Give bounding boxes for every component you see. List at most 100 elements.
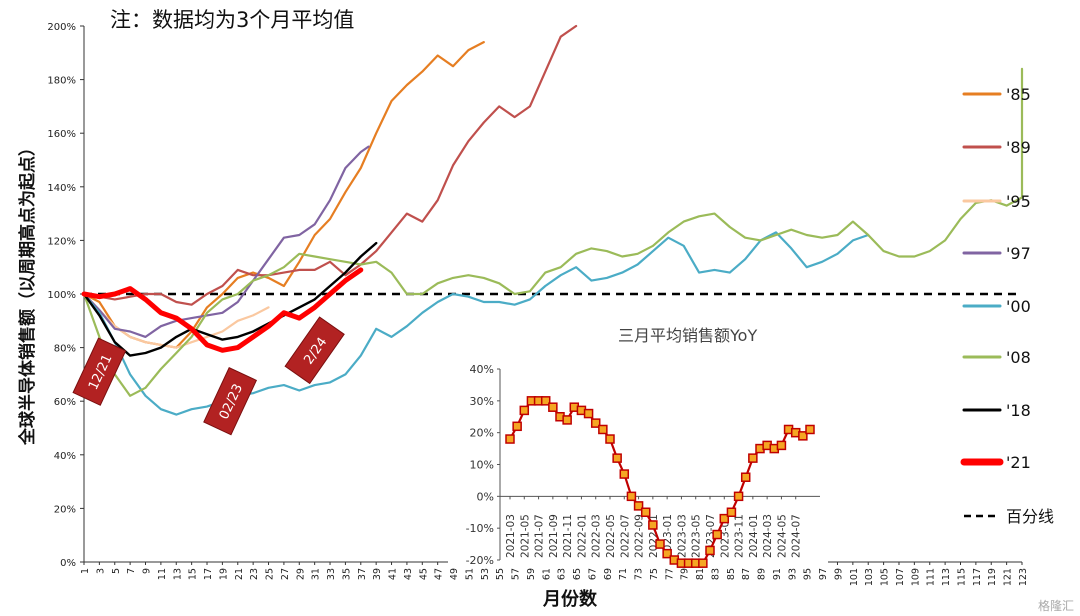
x-tick-label: 9 bbox=[142, 568, 153, 574]
annotation-box bbox=[203, 367, 258, 436]
x-tick-label: 3 bbox=[95, 568, 106, 574]
x-tick-label: 77 bbox=[664, 568, 675, 580]
inset-x-tick-label: 2023-05 bbox=[691, 514, 703, 558]
x-tick-label: 59 bbox=[526, 568, 537, 580]
inset-data-point bbox=[776, 440, 787, 451]
inset-data-point bbox=[633, 501, 644, 511]
x-tick-label: 63 bbox=[557, 568, 568, 580]
x-tick-label: 95 bbox=[803, 568, 814, 580]
inset-data-point bbox=[548, 402, 558, 412]
legend-label: '18 bbox=[1006, 401, 1031, 420]
x-axis-title: 月份数 bbox=[542, 588, 598, 610]
legend-label-baseline: 百分线 bbox=[1006, 507, 1054, 526]
inset-data-point bbox=[512, 421, 522, 432]
inset-data-point bbox=[540, 396, 551, 406]
y-tick-label: 180% bbox=[47, 76, 76, 87]
x-tick-label: 43 bbox=[403, 568, 414, 580]
x-tick-label: 105 bbox=[880, 568, 891, 586]
y-tick-label: 0% bbox=[60, 558, 76, 569]
y-tick-label: 120% bbox=[47, 236, 76, 247]
annotation-02-23: 02/23 bbox=[203, 367, 258, 436]
inset-data-point bbox=[705, 545, 715, 556]
inset-data-point bbox=[748, 453, 758, 463]
x-tick-label: 35 bbox=[341, 568, 352, 580]
x-tick-label: 89 bbox=[757, 568, 768, 580]
inset-x-tick-label: 2024-01 bbox=[748, 514, 760, 558]
inset-data-point bbox=[562, 415, 572, 425]
annotation-box bbox=[284, 316, 345, 385]
inset-x-tick-label: 2021-05 bbox=[519, 514, 531, 558]
x-tick-label: 117 bbox=[972, 568, 983, 586]
y-tick-label: 80% bbox=[54, 344, 76, 355]
inset-x-tick-label: 2022-09 bbox=[634, 514, 646, 558]
x-tick-label: 107 bbox=[895, 568, 906, 586]
x-tick-label: 21 bbox=[234, 568, 245, 580]
inset-y-tick-label: 10% bbox=[470, 459, 494, 472]
x-tick-label: 51 bbox=[464, 568, 475, 580]
x-tick-label: 61 bbox=[541, 568, 552, 580]
inset-data-point bbox=[798, 431, 808, 441]
inset-data-point bbox=[605, 434, 615, 444]
x-tick-label: 119 bbox=[987, 568, 998, 586]
legend-label: '95 bbox=[1006, 192, 1031, 211]
inset-x-tick-label: 2021-07 bbox=[534, 514, 546, 558]
x-tick-label: 45 bbox=[418, 568, 429, 580]
legend-label: '21 bbox=[1006, 453, 1031, 472]
inset-x-tick-label: 2022-03 bbox=[591, 514, 603, 558]
inset-y-tick-label: 20% bbox=[470, 427, 494, 440]
inset-x-tick-label: 2021-11 bbox=[562, 514, 574, 558]
inset-data-point bbox=[712, 529, 722, 540]
inset-chart-title: 三月平均销售额YoY bbox=[618, 326, 758, 345]
series-line-97 bbox=[82, 145, 370, 338]
inset-data-point bbox=[590, 418, 601, 428]
x-tick-label: 67 bbox=[587, 568, 598, 580]
series-line-95 bbox=[82, 292, 270, 349]
inset-data-point bbox=[655, 539, 665, 549]
y-tick-label: 200% bbox=[47, 22, 76, 33]
inset-y-tick-label: -20% bbox=[466, 554, 494, 567]
legend-label: '00 bbox=[1006, 297, 1031, 316]
inset-chart: -20%-10%0%10%20%30%40%2021-03 2021-05 2021… bbox=[466, 363, 820, 568]
legend-label: '08 bbox=[1006, 348, 1031, 367]
x-tick-label: 99 bbox=[833, 568, 844, 580]
x-tick-label: 91 bbox=[772, 568, 783, 580]
inset-y-tick-label: 0% bbox=[477, 490, 494, 503]
y-tick-label: 140% bbox=[47, 183, 76, 194]
x-tick-label: 69 bbox=[603, 568, 614, 580]
main-chart-lines bbox=[81, 24, 1024, 416]
x-tick-label: 17 bbox=[203, 568, 214, 580]
x-tick-label: 83 bbox=[710, 568, 721, 580]
x-tick-label: 79 bbox=[680, 568, 691, 580]
x-tick-label: 7 bbox=[126, 568, 137, 574]
x-tick-label: 121 bbox=[1003, 568, 1014, 586]
x-tick-label: 41 bbox=[388, 568, 399, 580]
y-tick-label: 40% bbox=[54, 451, 76, 462]
inset-x-tick-label: 2021-09 bbox=[548, 514, 560, 558]
inset-data-point bbox=[598, 424, 608, 435]
inset-y-tick-label: 40% bbox=[470, 363, 494, 376]
x-tick-label: 1 bbox=[80, 568, 91, 574]
x-tick-label: 97 bbox=[818, 568, 829, 580]
x-tick-label: 71 bbox=[618, 568, 629, 580]
inset-data-point bbox=[719, 513, 730, 524]
legend-label: '97 bbox=[1006, 244, 1031, 263]
annotation-box bbox=[72, 337, 127, 406]
inset-data-point bbox=[640, 507, 651, 517]
inset-x-tick-label: 2022-05 bbox=[605, 514, 617, 558]
x-tick-label: 123 bbox=[1018, 568, 1029, 586]
x-tick-label: 115 bbox=[956, 568, 967, 586]
x-tick-label: 13 bbox=[172, 568, 183, 580]
inset-data-point bbox=[626, 491, 637, 502]
x-tick-label: 11 bbox=[157, 568, 168, 580]
y-tick-label: 60% bbox=[54, 397, 76, 408]
series-line-18 bbox=[82, 241, 378, 357]
inset-x-tick-label: 2021-03 bbox=[505, 514, 517, 558]
x-tick-label: 27 bbox=[280, 568, 291, 580]
inset-x-tick-label: 2024-05 bbox=[776, 514, 788, 558]
x-tick-label: 73 bbox=[634, 568, 645, 580]
annotation-12-21: 12/21 bbox=[72, 337, 127, 406]
main-chart-annotations: 12/21 02/23 2/24 bbox=[72, 316, 345, 436]
inset-data-point bbox=[612, 453, 622, 463]
watermark: 格隆汇 bbox=[1037, 599, 1074, 613]
